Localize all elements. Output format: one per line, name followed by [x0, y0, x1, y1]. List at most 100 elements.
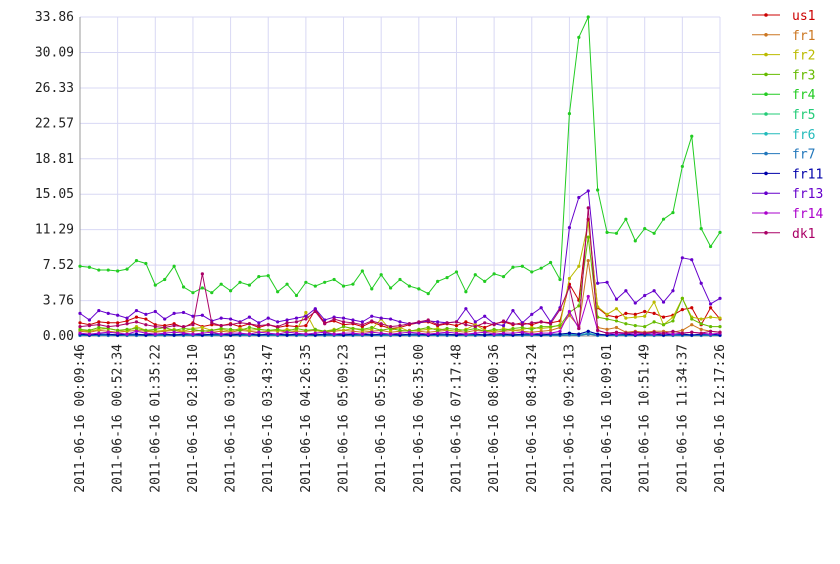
- data-point: [699, 317, 703, 321]
- data-point: [351, 321, 355, 325]
- data-point: [558, 332, 562, 336]
- data-point: [464, 320, 468, 324]
- data-point: [577, 264, 581, 268]
- data-point: [285, 321, 289, 325]
- data-point: [398, 324, 402, 328]
- data-point: [473, 273, 477, 277]
- data-point: [530, 332, 534, 336]
- data-point: [586, 235, 590, 239]
- data-point: [699, 281, 703, 285]
- data-point: [548, 260, 553, 265]
- legend-label: dk1: [792, 227, 815, 242]
- data-point: [671, 329, 675, 333]
- data-point: [351, 282, 355, 286]
- data-point: [398, 331, 402, 335]
- data-point: [153, 332, 157, 336]
- data-point: [106, 330, 110, 334]
- data-point: [304, 328, 308, 332]
- data-point: [304, 324, 308, 328]
- data-point: [238, 331, 242, 335]
- data-point: [671, 319, 675, 323]
- data-point: [398, 328, 402, 332]
- data-point: [605, 312, 609, 316]
- data-point: [181, 324, 186, 329]
- data-point: [690, 317, 694, 321]
- data-point: [605, 280, 609, 284]
- data-point: [605, 317, 609, 321]
- data-point: [106, 321, 110, 325]
- data-point: [530, 327, 534, 332]
- data-point: [134, 320, 139, 324]
- data-point: [294, 320, 299, 324]
- data-point: [163, 317, 167, 321]
- data-point: [191, 291, 195, 295]
- data-point: [360, 320, 364, 324]
- data-point: [134, 315, 139, 319]
- data-point: [464, 328, 468, 332]
- data-point: [219, 324, 223, 328]
- data-point: [577, 35, 581, 39]
- data-point: [652, 320, 656, 324]
- data-point: [134, 332, 139, 336]
- data-point: [605, 230, 609, 234]
- data-point: [313, 307, 317, 311]
- data-point: [398, 320, 402, 324]
- data-point: [661, 323, 666, 327]
- data-point: [332, 328, 336, 332]
- data-point: [116, 331, 120, 335]
- data-point: [483, 314, 487, 318]
- data-point: [483, 279, 487, 283]
- data-point: [492, 327, 496, 332]
- data-point: [671, 210, 675, 215]
- data-point: [643, 293, 647, 298]
- data-point: [633, 312, 637, 316]
- data-point: [436, 331, 440, 335]
- data-point: [191, 314, 195, 318]
- data-point: [718, 330, 722, 334]
- data-point: [313, 284, 317, 288]
- data-point: [652, 289, 656, 293]
- data-point: [370, 314, 374, 318]
- data-point: [370, 287, 374, 291]
- x-tick-label: 2011-06-16 04:26:35: [299, 344, 314, 493]
- data-point: [548, 324, 553, 329]
- x-tick-label: 2011-06-16 03:00:58: [224, 344, 239, 493]
- data-point: [567, 285, 572, 289]
- data-point: [492, 332, 496, 336]
- data-point: [511, 322, 515, 326]
- data-point: [332, 317, 336, 321]
- data-point: [285, 318, 289, 322]
- data-point: [407, 322, 412, 326]
- data-point: [483, 330, 487, 334]
- x-tick-label: 2011-06-16 00:52:34: [111, 344, 126, 493]
- data-point: [483, 333, 487, 337]
- data-point: [181, 310, 186, 315]
- data-point: [247, 315, 252, 319]
- data-point: [125, 327, 129, 332]
- data-point: [586, 259, 590, 263]
- data-point: [643, 309, 647, 314]
- data-point: [680, 256, 684, 260]
- data-point: [558, 277, 562, 282]
- data-point: [153, 327, 157, 332]
- data-point: [633, 315, 637, 319]
- data-point: [680, 164, 684, 169]
- data-point: [652, 231, 656, 235]
- data-point: [276, 320, 280, 324]
- data-point: [219, 332, 223, 336]
- data-point: [116, 313, 120, 317]
- data-point: [78, 331, 82, 335]
- data-point: [464, 323, 468, 327]
- data-point: [718, 316, 722, 320]
- x-tick-label: 2011-06-16 10:51:49: [638, 344, 653, 493]
- data-point: [87, 324, 92, 328]
- data-point: [577, 304, 581, 308]
- legend-label: fr6: [792, 128, 815, 143]
- data-point: [473, 320, 477, 324]
- data-point: [257, 324, 261, 328]
- data-point: [426, 325, 430, 330]
- data-point: [304, 280, 308, 284]
- data-point: [388, 324, 393, 329]
- data-point: [511, 265, 515, 269]
- data-point: [699, 327, 703, 332]
